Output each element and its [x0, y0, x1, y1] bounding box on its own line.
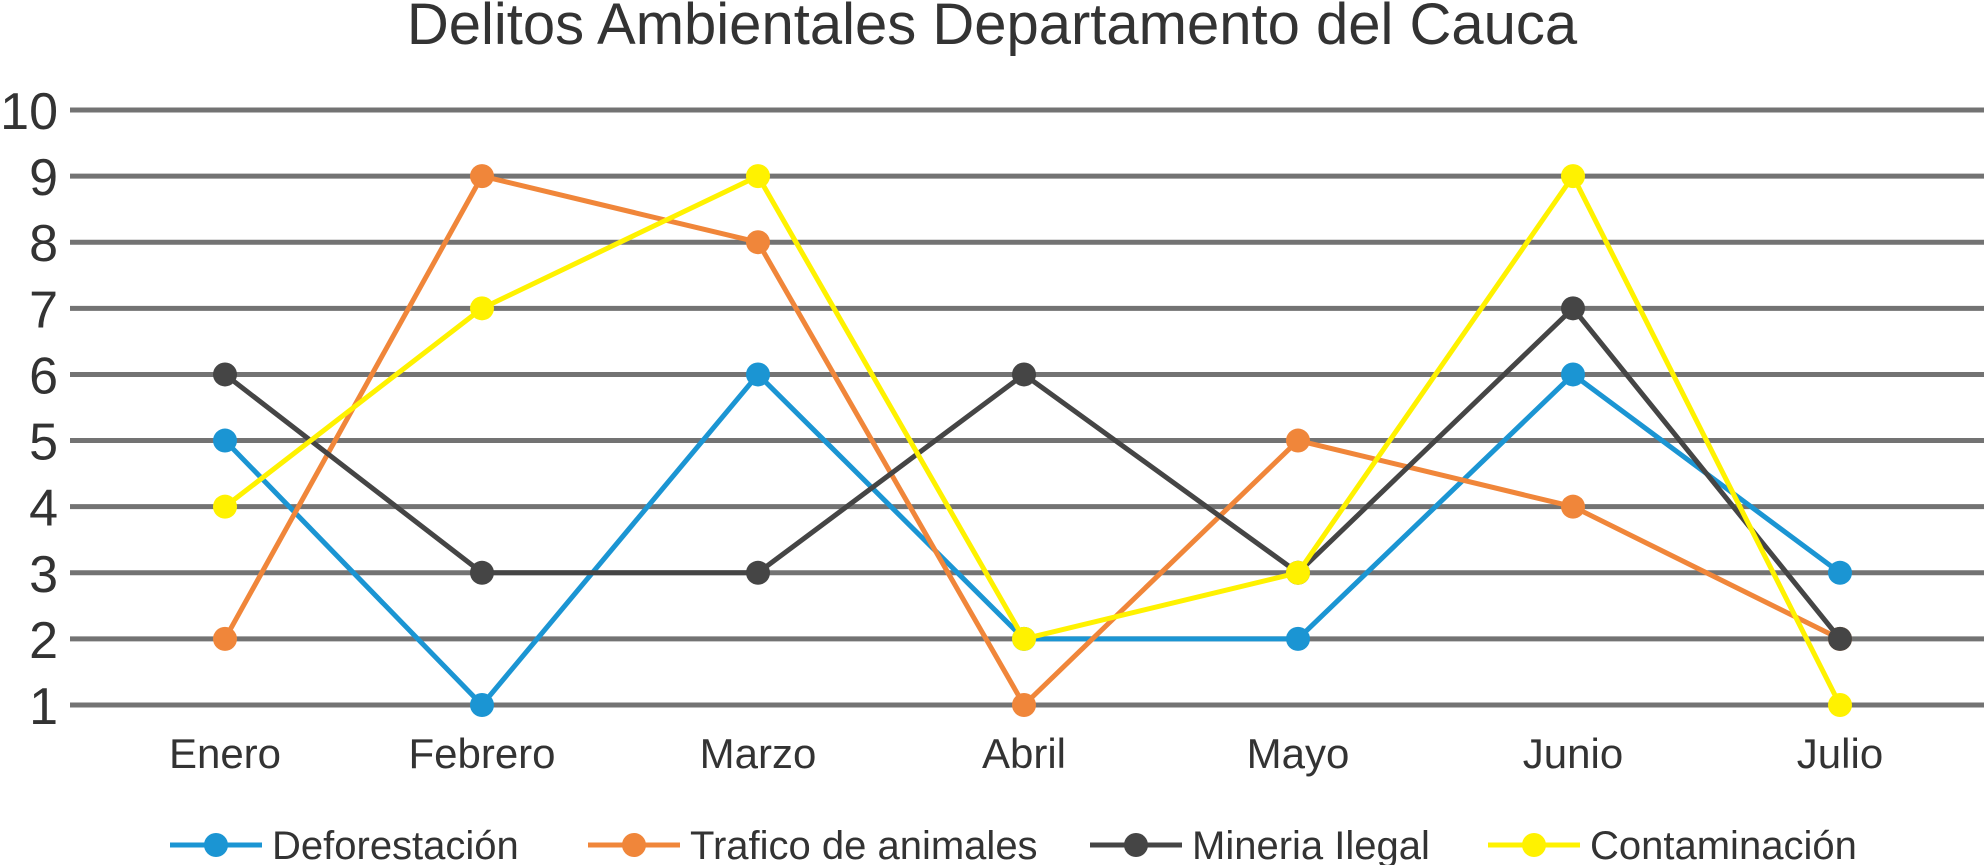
series-line: [223, 304, 1842, 641]
legend-label: Mineria Ilegal: [1192, 824, 1430, 865]
legend-swatch-marker: [1522, 833, 1546, 857]
data-point: [1286, 560, 1310, 585]
legend-item: Mineria Ilegal: [1090, 824, 1430, 865]
x-axis-ticks: Enero Febrero Marzo Abril Mayo Junio Julio: [169, 730, 1883, 777]
data-point: [1012, 362, 1036, 387]
legend-swatch-marker: [1124, 833, 1148, 857]
x-tick-label: Junio: [1523, 730, 1623, 777]
legend-swatch-marker: [622, 833, 646, 857]
data-point: [470, 560, 494, 585]
y-tick-label: 1: [29, 678, 58, 736]
x-tick-label: Enero: [169, 730, 281, 777]
data-point: [1286, 626, 1310, 651]
series-3: [213, 164, 1852, 717]
legend-swatch-marker: [204, 833, 228, 857]
data-point: [1286, 428, 1310, 453]
y-tick-label: 6: [29, 347, 58, 405]
legend-label: Trafico de animales: [690, 824, 1038, 865]
series-lines: [213, 164, 1852, 717]
data-point: [213, 626, 237, 651]
legend: Deforestación Trafico de animales Mineria …: [170, 824, 1857, 865]
data-point: [1828, 560, 1852, 585]
data-point: [213, 362, 237, 387]
data-point: [470, 164, 494, 189]
chart-title: Delitos Ambientales Departamento del Cau…: [407, 0, 1578, 57]
legend-item: Deforestación: [170, 824, 519, 865]
x-tick-label: Julio: [1797, 730, 1883, 777]
y-tick-label: 7: [29, 281, 58, 339]
data-point: [1012, 626, 1036, 651]
y-tick-label: 8: [29, 215, 58, 273]
y-tick-label: 4: [29, 480, 58, 538]
y-tick-label: 3: [29, 546, 58, 604]
legend-label: Deforestación: [272, 824, 519, 865]
data-point: [746, 362, 770, 387]
series-line: [223, 370, 1842, 709]
data-point: [1561, 362, 1585, 387]
data-point: [746, 560, 770, 585]
y-axis-ticks: 1 2 3 4 5 6 7 8 9 10: [0, 83, 58, 736]
legend-item: Trafico de animales: [588, 824, 1038, 865]
data-point: [1561, 164, 1585, 189]
data-point: [1828, 693, 1852, 717]
y-tick-label: 5: [29, 414, 58, 472]
data-point: [1828, 626, 1852, 651]
data-point: [470, 693, 494, 717]
y-tick-label: 10: [0, 83, 58, 141]
x-tick-label: Febrero: [408, 730, 555, 777]
data-point: [213, 494, 237, 519]
data-point: [470, 296, 494, 321]
x-tick-label: Abril: [982, 730, 1066, 777]
data-point: [213, 428, 237, 453]
x-tick-label: Mayo: [1247, 730, 1350, 777]
data-point: [746, 230, 770, 255]
data-point: [1012, 693, 1036, 717]
legend-item: Contaminación: [1488, 824, 1857, 865]
data-point: [1561, 494, 1585, 519]
y-tick-label: 2: [29, 612, 58, 670]
series-1: [213, 164, 1852, 717]
x-tick-label: Marzo: [700, 730, 817, 777]
legend-label: Contaminación: [1590, 824, 1857, 865]
series-2: [213, 296, 1852, 651]
data-point: [1561, 296, 1585, 321]
data-point: [746, 164, 770, 189]
y-tick-label: 9: [29, 149, 58, 207]
series-0: [213, 362, 1852, 717]
